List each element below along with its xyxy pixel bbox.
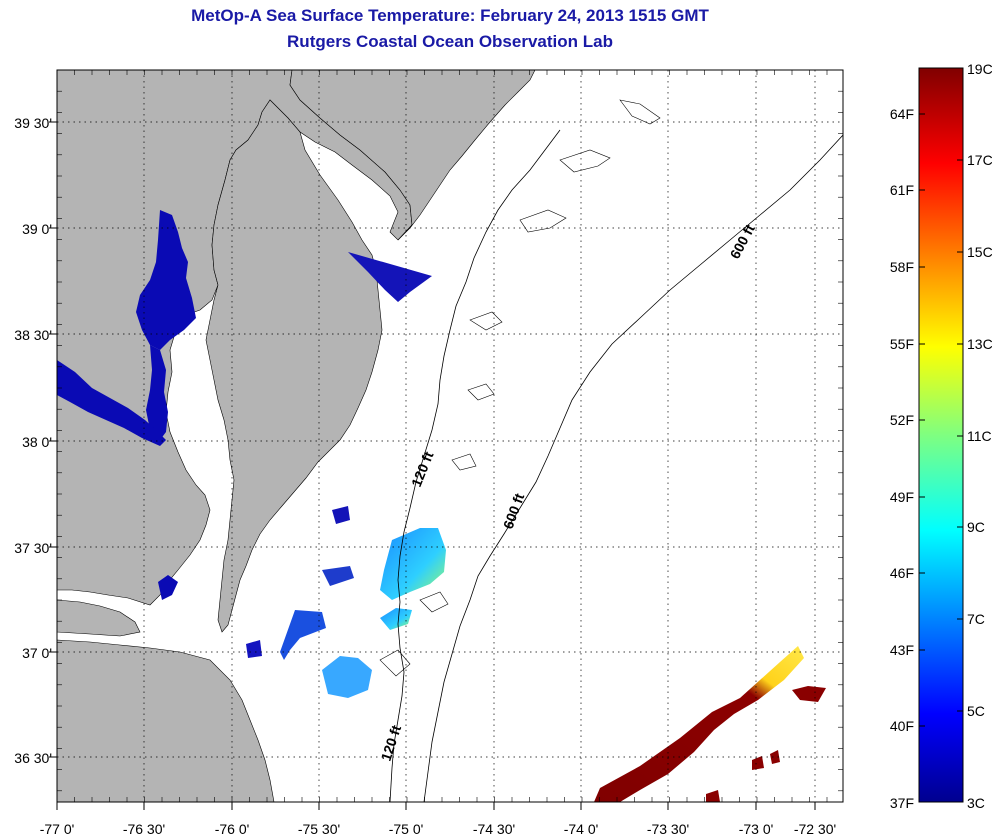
lon-label: -75 0' (389, 821, 424, 837)
lat-label: 37 0' (22, 645, 52, 661)
land-new-jersey (289, 70, 536, 241)
lat-axis: 39 30' 39 0' 38 30' 38 0' 37 30' 37 0' 3… (14, 115, 52, 766)
lon-label: -72 30' (794, 821, 836, 837)
lat-label: 36 30' (14, 750, 52, 766)
colorbar-f-label: 40F (890, 718, 914, 734)
colorbar-f-label: 43F (890, 642, 914, 658)
sst-small-patch-3 (280, 610, 326, 660)
colorbar-c-label: 11C (967, 428, 992, 444)
plot-area: 600 ft 600 ft 120 ft 120 ft (57, 70, 843, 802)
sst-delaware-bay (348, 252, 432, 302)
colorbar-f-label: 58F (890, 259, 914, 275)
lon-label: -77 0' (40, 821, 75, 837)
colorbar-c-label: 17C (967, 152, 992, 168)
lon-label: -74 0' (564, 821, 599, 837)
colorbar-c-label: 19C (967, 61, 992, 77)
colorbar-c-label: 13C (967, 336, 992, 352)
lat-label: 38 30' (14, 327, 52, 343)
colorbar-gradient (918, 67, 964, 803)
land-south (57, 639, 275, 802)
lat-label: 37 30' (14, 540, 52, 556)
sst-chesapeake-mid (146, 345, 168, 440)
colorbar-f-label: 64F (890, 106, 914, 122)
sst-blob-main (380, 528, 446, 600)
colorbar-c-label: 3C (967, 795, 985, 811)
sst-warm-spots (706, 686, 826, 802)
colorbar-c-label: 9C (967, 519, 985, 535)
sst-blob-south (322, 656, 372, 698)
lon-axis: -77 0' -76 30' -76 0' -75 30' -75 0' -74… (40, 821, 836, 837)
colorbar-f-label: 55F (890, 336, 914, 352)
colorbar-f-label: 49F (890, 489, 914, 505)
land-southwest (57, 599, 141, 637)
shelf-features (379, 99, 661, 677)
colorbar-c-label: 7C (967, 611, 985, 627)
axis-ticks (49, 69, 843, 810)
sst-chesapeake-upper (136, 210, 196, 350)
map-subtitle: Rutgers Coastal Ocean Observation Lab (287, 32, 613, 51)
lon-label: -73 30' (647, 821, 689, 837)
contour-120ft (389, 129, 561, 802)
lat-label: 38 0' (22, 434, 52, 450)
sst-warm-band (594, 646, 804, 802)
sst-small-patch-2 (322, 566, 354, 586)
lon-label: -76 30' (123, 821, 165, 837)
sst-small-patch-4 (246, 640, 262, 658)
colorbar-c-label: 15C (967, 244, 992, 260)
colorbar-f-label: 52F (890, 412, 914, 428)
lon-label: -74 30' (473, 821, 515, 837)
colorbar: 19C 17C 15C 13C 11C 9C 7C 5C 3C 64F 61F … (890, 61, 992, 811)
plot-frame (56, 69, 844, 803)
lat-label: 39 30' (14, 115, 52, 131)
colorbar-f-label: 37F (890, 795, 914, 811)
colorbar-f-label: 46F (890, 565, 914, 581)
colorbar-c-label: 5C (967, 703, 985, 719)
colorbar-f-label: 61F (890, 182, 914, 198)
sst-blob-small (380, 608, 412, 630)
graticule (57, 70, 843, 802)
sst-small-patch-1 (332, 506, 350, 524)
map-title: MetOp-A Sea Surface Temperature: Februar… (191, 6, 709, 25)
colorbar-ticks (919, 67, 963, 803)
sst-potomac (57, 360, 166, 446)
lon-label: -76 0' (215, 821, 250, 837)
lon-label: -73 0' (739, 821, 774, 837)
sst-james-river (158, 575, 178, 600)
lon-label: -75 30' (298, 821, 340, 837)
lat-label: 39 0' (22, 221, 52, 237)
contour-600ft (423, 134, 843, 802)
